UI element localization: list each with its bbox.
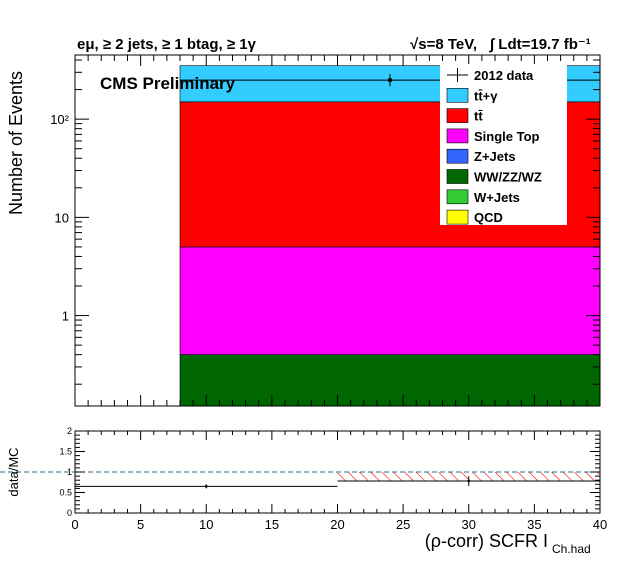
y-tick-label: 10 — [55, 210, 69, 225]
ratio-axes: 00.511.520 5 10 15 20 25 30 35 40 — [59, 426, 607, 532]
ratio-y-axis-label: data/MC — [6, 447, 21, 496]
y-tick-label: 10² — [50, 112, 69, 127]
legend-label: tt̄ — [474, 109, 483, 124]
ratio-point-marker — [204, 485, 208, 488]
ratio-x-tick-label: 30 — [462, 517, 476, 532]
ratio-x-tick-label: 20 — [330, 517, 344, 532]
legend-label: Single Top — [474, 129, 540, 144]
plot-title: eμ, ≥ 2 jets, ≥ 1 btag, ≥ 1γ — [77, 36, 257, 53]
ratio-x-tick-label: 15 — [265, 517, 279, 532]
legend-swatch — [446, 189, 469, 205]
ratio-x-tick-label: 5 — [137, 517, 144, 532]
legend-label: 2012 data — [474, 68, 534, 83]
x-axis-label: (ρ-corr) SCFR I — [425, 531, 548, 551]
ratio-x-tick-label: 0 — [71, 517, 78, 532]
stack-bar-ww-zz-wz — [179, 354, 601, 407]
ratio-y-tick-label: 1 — [67, 467, 72, 477]
legend-swatch — [446, 108, 469, 123]
ratio-y-tick-label: 1.5 — [59, 447, 72, 457]
ratio-content — [0, 471, 600, 489]
x-axis-label-subscript: Ch.had — [552, 542, 591, 556]
ratio-x-tick-label: 35 — [527, 517, 541, 532]
legend: 2012 data tt̄+γ tt̄ Single Top Z+Jets WW/ZZ/W… — [440, 64, 567, 225]
legend-label: QCD — [474, 210, 503, 225]
ratio-x-tick-label: 40 — [593, 517, 607, 532]
legend-label: Z+Jets — [474, 149, 516, 164]
energy-label: √s=8 TeV, — [410, 36, 477, 53]
legend-swatch — [446, 148, 469, 164]
legend-swatch — [446, 88, 469, 103]
y-axis-label: Number of Events — [6, 71, 26, 215]
cms-preliminary-label: CMS Preliminary — [100, 74, 236, 93]
ratio-y-tick-label: 0.5 — [59, 488, 72, 498]
y-tick-label: 1 — [62, 309, 69, 324]
luminosity-label: ∫ Ldt=19.7 fb⁻¹ — [489, 36, 591, 53]
legend-swatch — [446, 209, 469, 225]
legend-swatch — [446, 169, 469, 184]
ratio-x-tick-label: 10 — [199, 517, 213, 532]
legend-label: W+Jets — [474, 190, 520, 205]
stack-bar-single-top — [179, 246, 601, 355]
data-point-marker — [387, 77, 393, 83]
legend-label: WW/ZZ/WZ — [474, 170, 542, 185]
ratio-panel: 00.511.520 5 10 15 20 25 30 35 40 — [0, 426, 607, 532]
ratio-y-tick-label: 0 — [67, 508, 72, 518]
ratio-point-marker — [467, 479, 471, 483]
main-plot-axes: 1 10 10² — [50, 55, 601, 406]
legend-swatch — [446, 128, 469, 144]
ratio-y-tick-label: 2 — [67, 426, 72, 436]
ratio-x-tick-label: 25 — [396, 517, 410, 532]
legend-label: tt̄+γ — [474, 88, 498, 103]
